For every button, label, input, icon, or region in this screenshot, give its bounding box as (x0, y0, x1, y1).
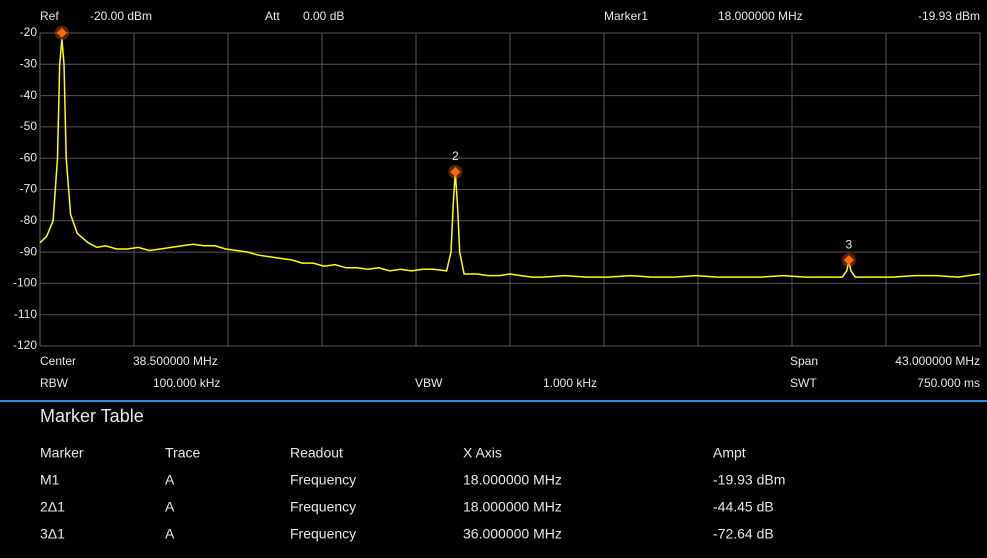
table-cell: -19.93 dBm (713, 472, 785, 488)
table-title: Marker Table (40, 406, 144, 426)
table-cell: A (165, 526, 175, 542)
table-cell: 18.000000 MHz (463, 472, 562, 488)
y-tick-label: -120 (13, 338, 37, 352)
column-header: Readout (290, 445, 343, 461)
rbw-value: 100.000 kHz (153, 376, 220, 390)
y-tick-label: -80 (20, 213, 38, 227)
marker (843, 255, 854, 266)
marker-x: 18.000000 MHz (718, 9, 803, 23)
y-tick-label: -90 (20, 244, 38, 258)
marker-y: -19.93 dBm (918, 9, 980, 23)
span-label: Span (790, 354, 818, 368)
att-label: Att (265, 9, 280, 23)
span-value: 43.000000 MHz (895, 354, 980, 368)
ref-label: Ref (40, 9, 59, 23)
y-tick-label: -20 (20, 25, 38, 39)
rbw-label: RBW (40, 376, 69, 390)
marker (56, 27, 67, 38)
table-cell: Frequency (290, 526, 356, 542)
marker-number: 2 (452, 149, 459, 163)
swt-label: SWT (790, 376, 817, 390)
column-header: Trace (165, 445, 200, 461)
y-tick-label: -40 (20, 88, 38, 102)
table-cell: M1 (40, 472, 60, 488)
table-cell: Frequency (290, 499, 356, 515)
table-cell: 18.000000 MHz (463, 499, 562, 515)
ref-value: -20.00 dBm (90, 9, 152, 23)
vbw-value: 1.000 kHz (543, 376, 597, 390)
swt-value: 750.000 ms (917, 376, 980, 390)
center-value: 38.500000 MHz (133, 354, 218, 368)
table-cell: A (165, 472, 175, 488)
column-header: Marker (40, 445, 84, 461)
trace (39, 39, 981, 278)
table-cell: 3Δ1 (40, 526, 65, 542)
center-label: Center (40, 354, 76, 368)
marker-number: 3 (845, 237, 852, 251)
y-tick-label: -100 (13, 276, 37, 290)
table-cell: 36.000000 MHz (463, 526, 562, 542)
y-tick-label: -50 (20, 119, 38, 133)
column-header: X Axis (463, 445, 502, 461)
table-cell: -72.64 dB (713, 526, 774, 542)
table-cell: 2Δ1 (40, 499, 65, 515)
table-cell: -44.45 dB (713, 499, 774, 515)
att-value: 0.00 dB (303, 9, 344, 23)
y-tick-label: -30 (20, 56, 38, 70)
marker-label: Marker1 (604, 9, 648, 23)
column-header: Ampt (713, 445, 746, 461)
table-cell: A (165, 499, 175, 515)
marker (450, 166, 461, 177)
y-tick-label: -60 (20, 150, 38, 164)
y-tick-label: -110 (14, 307, 37, 321)
table-cell: Frequency (290, 472, 356, 488)
vbw-label: VBW (415, 376, 443, 390)
y-tick-label: -70 (20, 182, 38, 196)
